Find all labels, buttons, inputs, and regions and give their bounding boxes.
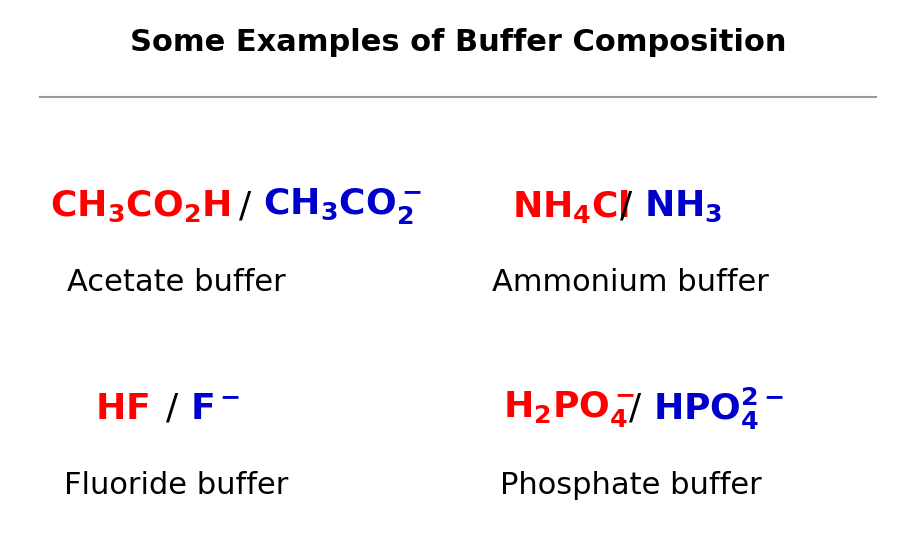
Text: $\mathbf{HF}$: $\mathbf{HF}$: [95, 392, 149, 426]
Text: /: /: [620, 189, 632, 224]
Text: Fluoride buffer: Fluoride buffer: [64, 471, 289, 500]
Text: $\mathbf{NH_3}$: $\mathbf{NH_3}$: [644, 189, 723, 224]
Text: $\mathbf{F^-}$: $\mathbf{F^-}$: [191, 392, 241, 426]
Text: $\mathbf{CH_3CO_2H}$: $\mathbf{CH_3CO_2H}$: [49, 189, 231, 224]
Text: /: /: [166, 392, 178, 426]
Text: $\mathbf{CH_3CO_2^-}$: $\mathbf{CH_3CO_2^-}$: [263, 186, 421, 226]
Text: $\mathbf{H_2PO_4^-}$: $\mathbf{H_2PO_4^-}$: [504, 388, 636, 428]
Text: $\mathbf{HPO_4^{2-}}$: $\mathbf{HPO_4^{2-}}$: [653, 386, 784, 432]
Text: Acetate buffer: Acetate buffer: [67, 269, 286, 297]
Text: /: /: [239, 189, 251, 224]
Text: $\mathbf{NH_4Cl}$: $\mathbf{NH_4Cl}$: [512, 188, 630, 225]
Text: Some Examples of Buffer Composition: Some Examples of Buffer Composition: [130, 28, 786, 57]
Text: Phosphate buffer: Phosphate buffer: [499, 471, 761, 500]
Text: /: /: [629, 392, 641, 426]
Text: Ammonium buffer: Ammonium buffer: [492, 269, 769, 297]
